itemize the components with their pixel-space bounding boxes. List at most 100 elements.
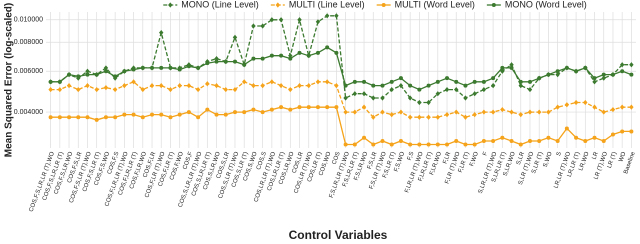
marker: [574, 135, 579, 140]
marker: [426, 99, 431, 106]
marker: [140, 115, 145, 120]
marker: [186, 64, 191, 69]
marker: [435, 142, 440, 147]
marker: [186, 110, 191, 115]
marker: [67, 115, 72, 120]
marker: [389, 86, 394, 93]
marker: [398, 139, 403, 144]
series-line: [50, 106, 632, 146]
marker: [619, 62, 625, 68]
marker: [518, 142, 523, 147]
marker: [94, 86, 99, 93]
marker: [186, 83, 192, 89]
x-tick-label: S,LR: [516, 151, 526, 166]
legend-marker: [381, 3, 386, 7]
marker: [444, 86, 450, 93]
marker: [444, 112, 450, 118]
marker: [113, 74, 118, 79]
marker: [315, 105, 320, 110]
marker: [601, 139, 606, 144]
marker: [232, 86, 238, 93]
grid: [46, 12, 636, 148]
marker: [398, 109, 404, 115]
marker: [315, 19, 321, 25]
marker: [159, 65, 164, 70]
marker: [196, 65, 201, 70]
marker: [371, 142, 376, 147]
marker: [85, 68, 90, 74]
marker: [592, 76, 597, 81]
marker: [481, 109, 487, 115]
marker: [518, 83, 523, 89]
marker: [592, 79, 597, 85]
marker: [279, 53, 284, 58]
marker: [555, 104, 560, 110]
marker: [472, 112, 477, 118]
marker: [490, 83, 496, 89]
marker: [85, 83, 90, 89]
marker: [57, 79, 62, 84]
marker: [352, 109, 358, 115]
marker: [76, 74, 81, 79]
marker: [564, 126, 569, 131]
marker: [297, 105, 302, 110]
marker: [426, 83, 431, 88]
marker: [389, 142, 394, 147]
marker: [592, 135, 597, 140]
marker: [435, 79, 440, 84]
y-tick-label: 0.010000: [14, 17, 43, 24]
marker: [223, 112, 228, 117]
marker: [518, 79, 523, 84]
marker: [67, 72, 72, 77]
marker: [112, 86, 118, 93]
marker: [315, 50, 320, 55]
marker: [297, 17, 302, 23]
marker: [57, 86, 63, 93]
marker: [574, 69, 579, 74]
series-line: [50, 81, 632, 119]
marker: [214, 59, 219, 64]
marker: [94, 117, 99, 122]
x-tick-label: S: [556, 151, 563, 157]
marker: [564, 102, 570, 108]
marker: [371, 114, 376, 120]
marker: [269, 79, 275, 85]
y-tick-label: 0.008000: [14, 39, 43, 46]
marker: [168, 115, 173, 120]
marker: [380, 139, 385, 144]
marker: [610, 132, 615, 137]
marker: [601, 72, 606, 77]
x-tick-label: COS: [332, 151, 342, 165]
marker: [334, 83, 339, 89]
marker: [48, 115, 53, 120]
marker: [500, 135, 505, 140]
marker: [629, 62, 634, 68]
marker: [195, 86, 201, 93]
marker: [288, 107, 293, 112]
marker: [251, 83, 256, 89]
marker: [122, 83, 127, 89]
marker: [205, 81, 210, 87]
marker: [260, 23, 265, 29]
marker: [417, 142, 422, 147]
x-axis-title: Control Variables: [289, 228, 388, 242]
marker: [435, 91, 440, 97]
marker: [601, 75, 606, 81]
marker: [509, 139, 514, 144]
legend-label: MONO (Line Level): [181, 0, 259, 9]
marker: [103, 69, 108, 74]
marker: [76, 115, 81, 120]
marker: [463, 95, 468, 101]
marker: [103, 84, 109, 91]
marker: [389, 112, 394, 118]
series-line: [50, 15, 632, 104]
marker: [583, 65, 588, 70]
marker: [408, 83, 413, 88]
x-tick-label: S,WO: [543, 151, 554, 168]
marker: [435, 114, 440, 120]
marker: [242, 79, 247, 85]
marker: [85, 72, 90, 77]
marker: [426, 114, 431, 120]
marker: [463, 83, 468, 88]
marker: [537, 109, 542, 115]
